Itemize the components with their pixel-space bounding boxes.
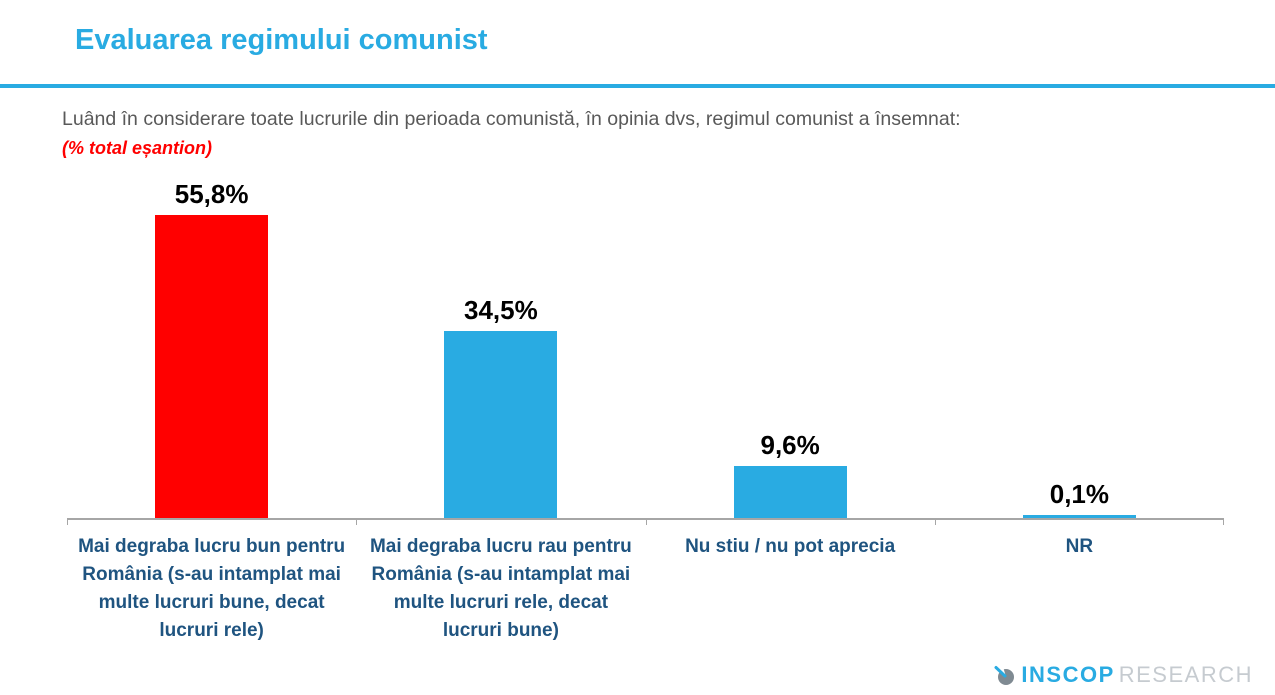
sample-note: (% total eșantion)	[62, 138, 213, 158]
inscop-logo: INSCOP RESEARCH	[993, 662, 1253, 688]
category-label: Mai degraba lucru rau pentru România (s-…	[369, 536, 632, 641]
survey-question-text: Luând în considerare toate lucrurile din…	[62, 108, 961, 130]
bar-column: 34,5%	[356, 295, 645, 518]
inscop-pie-icon	[994, 666, 1015, 685]
category-labels-row: Mai degraba lucru bun pentru România (s-…	[67, 520, 1224, 645]
bar-value-label: 34,5%	[464, 294, 538, 325]
category-label: Nu stiu / nu pot aprecia	[685, 536, 896, 557]
header-divider	[0, 84, 1275, 88]
bar-chart: 55,8% 34,5% 9,6% 0,1% Mai degraba lucru bun…	[67, 178, 1224, 645]
bar-column: 0,1%	[935, 479, 1224, 518]
page-title: Evaluarea regimului comunist	[75, 24, 488, 56]
bar-value-label: 9,6%	[760, 429, 820, 460]
bar	[155, 215, 269, 518]
bar	[733, 465, 847, 518]
logo-text-inscop: INSCOP	[1021, 662, 1115, 687]
axis-tick	[67, 518, 68, 525]
logo-text-research: RESEARCH	[1118, 662, 1253, 687]
bar-column: 9,6%	[646, 430, 935, 518]
axis-tick	[1223, 518, 1224, 525]
category-label: NR	[1065, 536, 1094, 557]
axis-tick	[645, 518, 647, 525]
axis-tick	[356, 518, 358, 525]
bar-value-label: 55,8%	[174, 179, 249, 210]
bar-column: 55,8%	[67, 179, 356, 518]
axis-tick	[934, 518, 936, 525]
category-label: Mai degraba lucru bun pentru România (s-…	[78, 536, 346, 641]
bar	[444, 330, 558, 518]
bars-row: 55,8% 34,5% 9,6% 0,1%	[67, 178, 1224, 525]
bar-value-label: 0,1%	[1049, 479, 1109, 509]
bar	[1022, 515, 1136, 518]
